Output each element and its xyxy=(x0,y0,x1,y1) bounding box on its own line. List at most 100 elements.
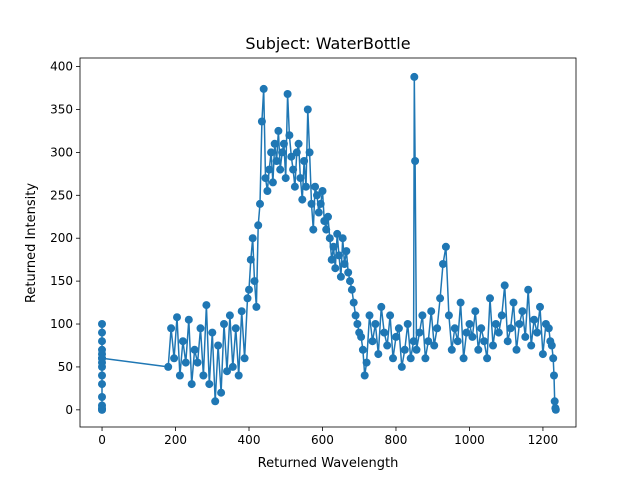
data-point xyxy=(480,337,489,346)
data-point xyxy=(403,320,412,328)
data-point xyxy=(368,337,377,346)
data-point xyxy=(98,345,106,354)
data-point xyxy=(272,157,281,165)
data-point xyxy=(538,350,547,359)
data-point xyxy=(358,345,367,354)
data-point xyxy=(468,332,477,341)
x-axis-label: Returned Wavelength xyxy=(258,456,399,471)
data-point xyxy=(394,324,403,333)
data-point xyxy=(287,152,296,161)
data-point xyxy=(276,165,285,174)
data-point xyxy=(329,242,338,251)
data-point xyxy=(223,367,231,376)
data-point xyxy=(243,294,252,303)
data-point xyxy=(550,371,558,380)
data-point xyxy=(497,311,506,320)
data-point xyxy=(252,302,261,311)
data-point xyxy=(436,294,445,303)
data-point xyxy=(181,358,190,367)
data-point xyxy=(439,260,447,268)
data-point xyxy=(389,354,397,363)
data-point xyxy=(524,285,533,294)
data-point xyxy=(250,277,259,286)
data-point xyxy=(187,380,196,389)
data-point xyxy=(544,324,553,333)
data-point xyxy=(518,307,527,316)
data-point xyxy=(483,354,492,363)
data-point xyxy=(371,320,380,328)
data-point xyxy=(444,311,453,320)
y-tick-label: 200 xyxy=(50,231,73,245)
x-tick-label: 200 xyxy=(164,433,187,447)
data-point xyxy=(347,285,356,294)
data-point xyxy=(231,324,240,333)
data-point xyxy=(474,345,483,354)
data-point xyxy=(175,371,184,380)
data-point xyxy=(325,234,334,243)
data-point xyxy=(98,380,106,389)
data-point xyxy=(281,174,290,183)
data-point xyxy=(261,174,270,183)
y-tick-label: 350 xyxy=(50,102,73,116)
data-point xyxy=(380,328,389,337)
data-point xyxy=(268,178,277,187)
data-point xyxy=(214,341,223,350)
data-point xyxy=(296,174,305,183)
data-point xyxy=(427,307,436,316)
axes-frame xyxy=(79,57,577,428)
data-point xyxy=(421,354,430,363)
data-point xyxy=(412,345,421,354)
data-point xyxy=(245,285,253,294)
data-point xyxy=(409,337,418,346)
data-point xyxy=(228,362,237,371)
data-point xyxy=(418,311,427,320)
data-point xyxy=(547,341,556,350)
data-point xyxy=(441,242,450,251)
chart-title: Subject: WaterBottle xyxy=(245,34,410,53)
data-point xyxy=(336,272,345,281)
data-point xyxy=(313,191,321,200)
data-point xyxy=(256,199,264,208)
data-point xyxy=(530,315,539,324)
y-tick-label: 100 xyxy=(50,317,73,331)
data-point xyxy=(316,199,325,208)
y-tick-label: 300 xyxy=(50,145,73,159)
data-point xyxy=(303,105,312,114)
data-point xyxy=(340,260,349,268)
data-point xyxy=(342,247,351,256)
x-tick-label: 400 xyxy=(238,433,261,447)
data-point xyxy=(98,328,106,337)
data-point xyxy=(98,337,106,346)
data-point xyxy=(550,397,559,406)
y-tick-label: 250 xyxy=(50,188,73,202)
data-point xyxy=(202,301,211,310)
x-tick-label: 1000 xyxy=(454,433,485,447)
data-point xyxy=(270,139,279,148)
data-point xyxy=(311,182,320,191)
data-point xyxy=(362,358,371,367)
data-point xyxy=(430,341,439,350)
data-point xyxy=(512,345,521,354)
data-point xyxy=(170,354,179,363)
data-point xyxy=(424,337,433,346)
data-point xyxy=(406,354,415,363)
data-point xyxy=(279,139,288,148)
series-group xyxy=(98,72,560,414)
data-point xyxy=(274,126,283,135)
data-point xyxy=(300,157,309,165)
data-point xyxy=(433,324,442,333)
data-point xyxy=(225,311,234,320)
data-point xyxy=(450,324,459,333)
data-point xyxy=(278,148,287,157)
axes: 0 200 400 600 800 1000 1200 0 50 100 150 200 250 300 3… xyxy=(50,57,577,447)
x-tick-label: 800 xyxy=(385,433,408,447)
data-point xyxy=(267,148,276,157)
data-point xyxy=(527,341,536,350)
data-point xyxy=(285,131,294,140)
data-point xyxy=(263,187,272,195)
data-point xyxy=(283,90,292,98)
x-tick-label: 0 xyxy=(98,433,106,447)
data-point xyxy=(353,320,362,328)
data-point xyxy=(351,311,360,320)
